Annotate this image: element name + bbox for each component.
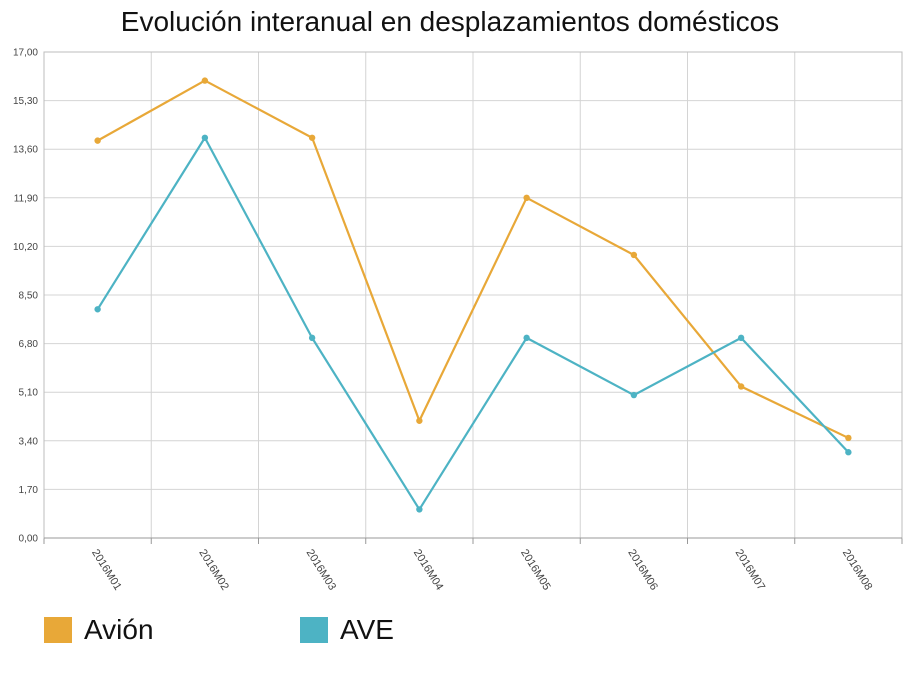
legend-swatch-ave bbox=[300, 617, 328, 643]
y-tick-label: 11,90 bbox=[14, 193, 39, 204]
x-tick-label: 2016M01 bbox=[89, 547, 123, 592]
data-point-avion bbox=[308, 134, 316, 141]
legend-label-ave: AVE bbox=[340, 614, 394, 645]
data-point-avion bbox=[94, 137, 101, 144]
data-point-avion bbox=[201, 77, 209, 84]
x-tick-label: 2016M05 bbox=[518, 547, 552, 592]
data-point-avion bbox=[630, 251, 638, 259]
legend-swatch-avion bbox=[44, 617, 72, 643]
data-point-ave bbox=[416, 506, 423, 513]
x-tick-label: 2016M06 bbox=[625, 547, 659, 592]
series-line-avion bbox=[97, 79, 849, 439]
data-point-ave bbox=[845, 449, 852, 456]
series-line-ave bbox=[96, 136, 850, 511]
y-tick-label: 13,60 bbox=[13, 145, 38, 156]
data-point-ave bbox=[308, 334, 316, 342]
data-point-avion bbox=[737, 383, 745, 390]
y-tick-label: 5,10 bbox=[19, 388, 39, 399]
x-tick-label: 2016M07 bbox=[733, 547, 767, 592]
data-point-ave bbox=[737, 334, 745, 342]
chart-title: Evolución interanual en desplazamientos … bbox=[120, 6, 780, 37]
grid bbox=[44, 51, 902, 539]
x-tick-label: 2016M02 bbox=[196, 547, 230, 592]
x-tick-label: 2016M08 bbox=[840, 547, 874, 592]
y-tick-label: 10,20 bbox=[13, 242, 38, 253]
x-tick-label: 2016M04 bbox=[411, 547, 445, 592]
y-tick-label: 15,30 bbox=[13, 96, 38, 107]
legend-label-avion: Avión bbox=[84, 614, 154, 645]
y-tick-label: 1,70 bbox=[19, 485, 39, 496]
data-point-avion bbox=[845, 434, 852, 442]
data-point-ave bbox=[201, 134, 209, 141]
legend-item-avion: Avión bbox=[44, 614, 154, 646]
data-point-ave bbox=[630, 391, 638, 399]
y-tick-label: 8,50 bbox=[19, 291, 39, 302]
data-point-avion bbox=[416, 417, 423, 424]
data-point-ave bbox=[523, 334, 530, 342]
legend-item-ave: AVE bbox=[300, 614, 394, 646]
y-tick-label: 6,80 bbox=[19, 339, 39, 350]
y-tick-label: 3,40 bbox=[19, 436, 39, 447]
data-point-ave bbox=[94, 306, 101, 313]
x-tick-label: 2016M03 bbox=[304, 547, 338, 592]
axes: 0,00 1,70 3,40 5,10 6,80 8,50 10,20 11,90 13,60 1… bbox=[13, 48, 903, 592]
series bbox=[94, 77, 852, 513]
data-point-avion bbox=[523, 194, 530, 201]
y-tick-label: 0,00 bbox=[19, 534, 39, 545]
y-tick-label: 17,00 bbox=[13, 48, 38, 59]
